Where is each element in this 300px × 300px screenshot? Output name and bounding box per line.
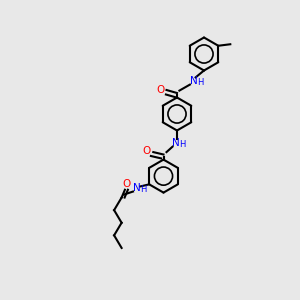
Text: O: O xyxy=(142,146,150,156)
Text: O: O xyxy=(156,85,165,95)
Text: O: O xyxy=(122,179,130,189)
Text: N: N xyxy=(133,183,140,193)
Text: N: N xyxy=(172,138,179,148)
Text: H: H xyxy=(179,140,185,149)
Text: H: H xyxy=(197,78,203,87)
Text: N: N xyxy=(190,76,197,86)
Text: H: H xyxy=(140,185,146,194)
